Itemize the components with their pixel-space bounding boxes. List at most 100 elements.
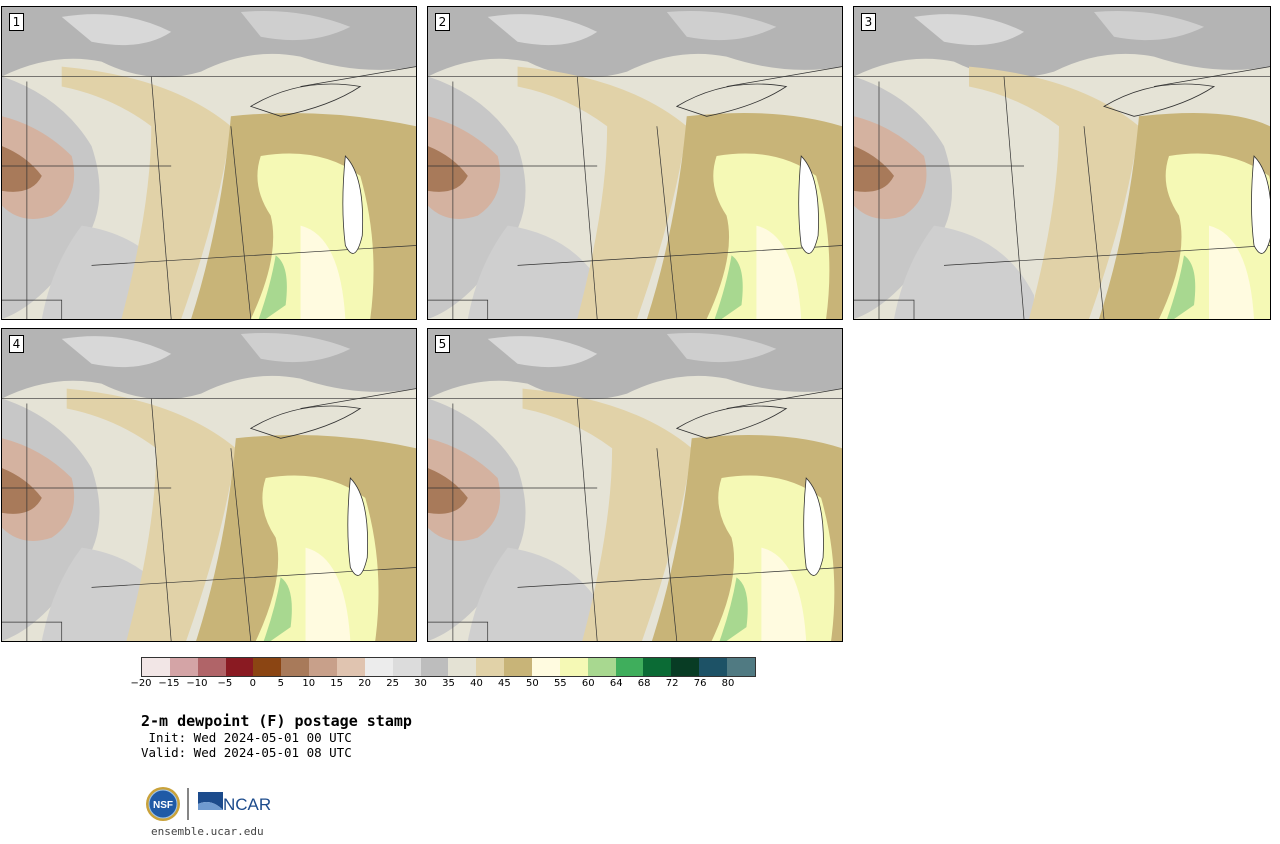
colorbar-tick: 68: [637, 678, 651, 689]
dewpoint-map: [854, 7, 1270, 319]
member-label: 1: [9, 13, 24, 31]
colorbar-swatch: [253, 658, 282, 676]
moderate-dewpoint-band: [522, 388, 692, 641]
dewpoint-map: [428, 7, 842, 319]
humid-core: [761, 547, 807, 641]
member-label: 2: [435, 13, 450, 31]
dry-region: [240, 332, 351, 363]
dry-region: [240, 10, 351, 41]
moderate-dewpoint-band: [66, 388, 236, 641]
colorbar-tick: −15: [158, 678, 180, 689]
colorbar-tick: 5: [277, 678, 284, 689]
colorbar-tick: −5: [217, 678, 233, 689]
colorbar-swatch: [448, 658, 477, 676]
colorbar-swatch: [364, 658, 393, 676]
lake-outline: [675, 83, 788, 117]
ncar-logo: NCAR: [198, 792, 271, 814]
colorbar-swatch: [225, 658, 254, 676]
ensemble-member-panel-4: 4: [1, 328, 417, 642]
colorbar-swatch: [559, 658, 588, 676]
colorbar-swatch: [420, 658, 449, 676]
dry-region: [61, 336, 172, 368]
lake-outline: [249, 405, 362, 439]
humid-core: [1209, 225, 1254, 319]
very-dry-region: [854, 146, 894, 192]
colorbar-tick: 60: [581, 678, 595, 689]
member-label: 5: [435, 335, 450, 353]
colorbar-tick: 76: [693, 678, 707, 689]
dry-region-south: [467, 225, 608, 319]
dry-region-brown: [2, 438, 75, 541]
dry-region-brown: [854, 116, 927, 219]
colorbar-swatch: [281, 658, 310, 676]
colorbar-swatch: [532, 658, 560, 676]
init-time: Init: Wed 2024-05-01 00 UTC: [141, 730, 352, 745]
very-humid-region: [263, 577, 292, 641]
dry-region: [487, 336, 598, 368]
dewpoint-map: [2, 7, 416, 319]
colorbar-tick: −20: [130, 678, 152, 689]
lake-outline: [249, 83, 362, 117]
state-border: [91, 245, 416, 266]
dry-region: [666, 332, 777, 363]
state-border: [854, 299, 915, 319]
ensemble-member-panel-2: 2: [427, 6, 843, 320]
dry-region: [666, 10, 777, 41]
state-border: [656, 126, 678, 319]
state-border: [576, 398, 598, 641]
humid-core: [756, 225, 802, 319]
dry-region: [914, 14, 1024, 46]
colorbar-tick: 80: [721, 678, 735, 689]
colorbar-swatch: [504, 658, 533, 676]
colorbar-swatch: [643, 658, 672, 676]
logos: NSF NCAR: [145, 786, 275, 824]
state-border: [943, 245, 1270, 266]
state-border: [428, 621, 489, 641]
state-border: [1153, 66, 1270, 87]
lake-outline: [1251, 155, 1270, 254]
colorbar-tick: 30: [414, 678, 427, 689]
very-humid-region: [258, 255, 287, 319]
colorbar-swatch: [476, 658, 505, 676]
moderate-dewpoint-band: [517, 66, 687, 319]
colorbar-swatch: [337, 658, 365, 676]
colorbar-swatch: [615, 658, 644, 676]
dry-region: [1094, 10, 1204, 41]
state-border: [300, 66, 416, 87]
moderate-dewpoint-band: [61, 66, 231, 319]
very-dry-region: [2, 146, 42, 192]
state-border: [726, 66, 842, 87]
state-border: [150, 76, 172, 319]
colorbar-tick: −10: [186, 678, 208, 689]
state-border: [576, 76, 598, 319]
state-border: [1083, 126, 1105, 319]
state-border: [517, 567, 842, 588]
dry-region-brown: [2, 116, 75, 219]
colorbar-tick: 45: [498, 678, 511, 689]
dry-region-brown: [428, 116, 501, 219]
state-border: [428, 299, 489, 319]
lake-outline: [342, 155, 364, 254]
very-humid-region: [1167, 255, 1196, 319]
lake-outline: [675, 405, 788, 439]
dewpoint-map: [2, 329, 416, 641]
state-border: [2, 621, 63, 641]
dry-region-south: [894, 225, 1034, 319]
dewpoint-colorbar: [141, 657, 756, 677]
colorbar-tick: 35: [442, 678, 455, 689]
colorbar-tick: 50: [525, 678, 539, 689]
state-border: [300, 388, 416, 409]
colorbar-swatch: [392, 658, 421, 676]
colorbar-swatch: [142, 658, 170, 676]
colorbar-tick: 55: [553, 678, 567, 689]
humid-core: [300, 225, 346, 319]
state-border: [726, 388, 842, 409]
colorbar-swatch: [587, 658, 616, 676]
ensemble-member-panel-3: 3: [853, 6, 1271, 320]
state-border: [1003, 76, 1025, 319]
colorbar-tick: 25: [386, 678, 399, 689]
colorbar-swatch: [197, 658, 226, 676]
dry-region-south: [467, 547, 608, 641]
member-label: 4: [9, 335, 24, 353]
very-humid-region: [714, 255, 743, 319]
